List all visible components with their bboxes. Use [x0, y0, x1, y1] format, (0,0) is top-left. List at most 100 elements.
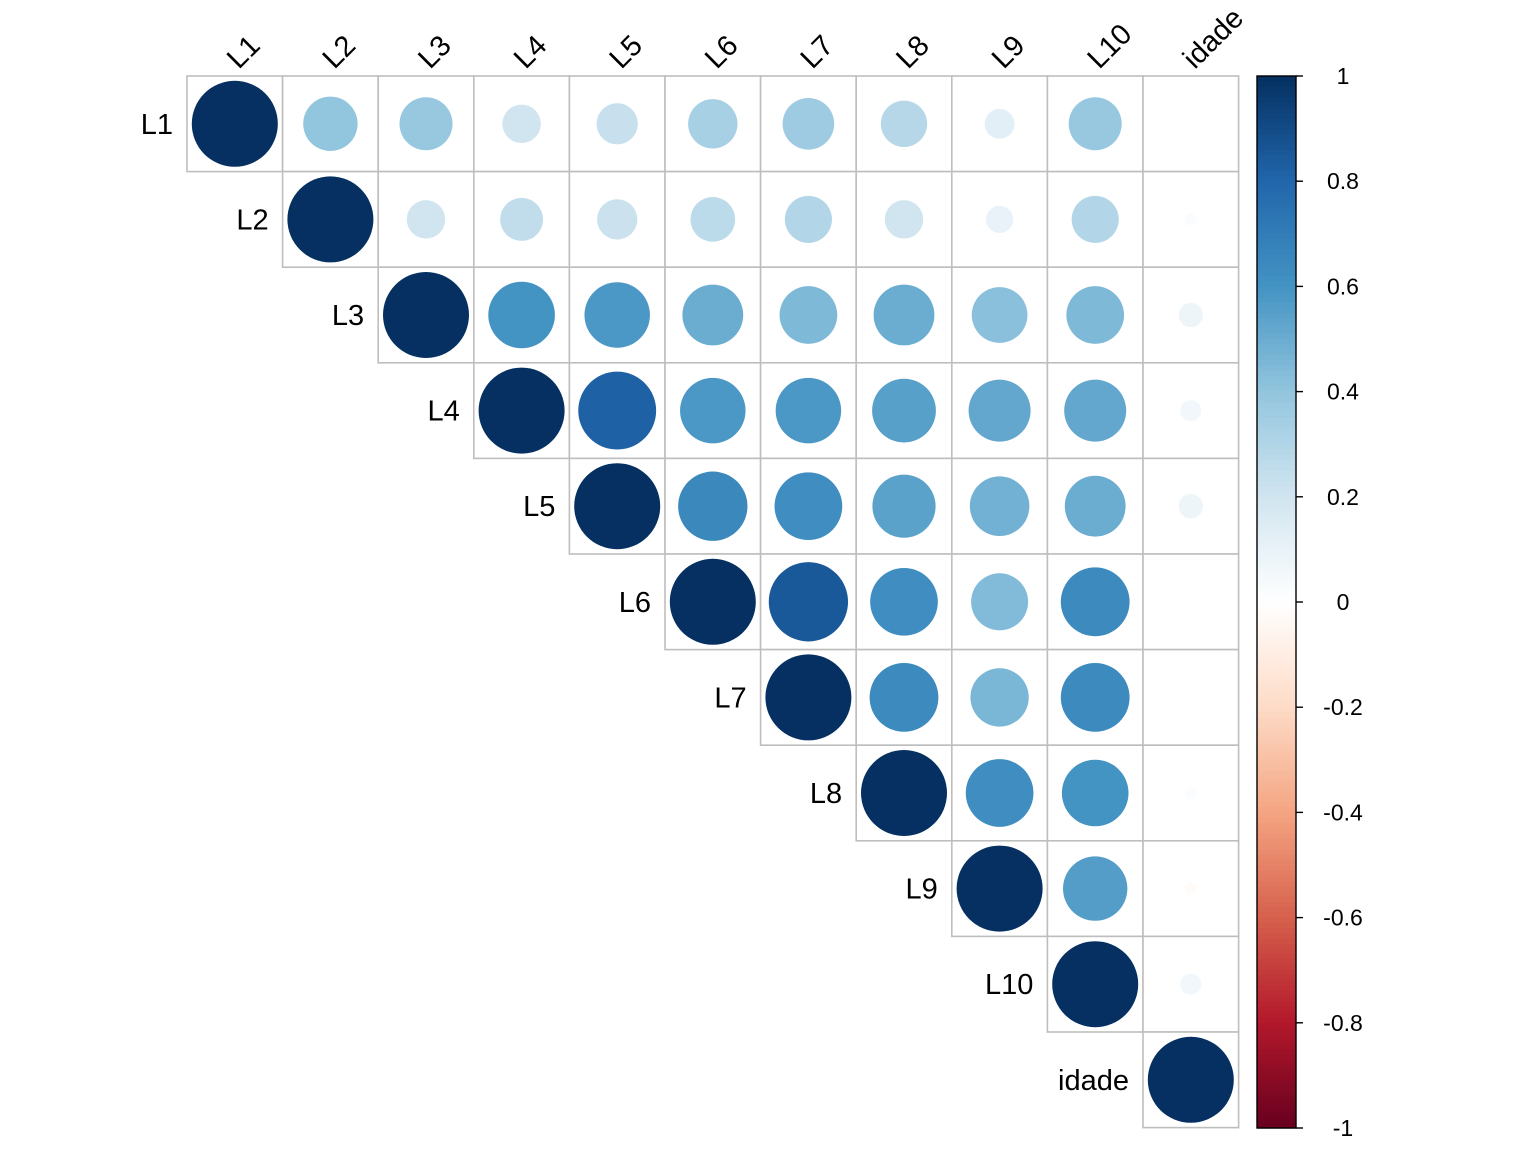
circle-L1-L3: [399, 97, 453, 151]
colorbar-segment: [1257, 996, 1296, 1003]
circle-L9-L9: [956, 845, 1043, 932]
circle-L5-L6: [678, 471, 748, 541]
colorbar-segment: [1257, 81, 1296, 88]
colorbar-segment: [1257, 1054, 1296, 1061]
circle-L3-L8: [873, 284, 935, 346]
colorbar-segment: [1257, 628, 1296, 635]
colorbar-tick-label: -0.6: [1323, 905, 1363, 931]
colorbar-segment: [1257, 722, 1296, 729]
colorbar-segment: [1257, 828, 1296, 835]
circle-L3-L5: [584, 282, 650, 348]
circle-L2-L2: [287, 176, 374, 263]
circle-L7-L9: [970, 668, 1029, 727]
colorbar-segment: [1257, 949, 1296, 956]
cell-L2-L4: [472, 170, 571, 269]
circle-L8-L8: [861, 750, 947, 836]
colorbar-segment: [1257, 964, 1296, 971]
column-labels: L1 L2 L3 L4 L5 L6 L7 L8 L9 L10 idade: [221, 2, 1250, 75]
column-label-L1: L1: [221, 30, 266, 75]
circle-L5-idade: [1178, 494, 1203, 519]
colorbar-segment: [1257, 260, 1296, 266]
colorbar-segment: [1257, 991, 1296, 998]
colorbar-segment: [1257, 1043, 1296, 1050]
column-label-L8: L8: [890, 30, 935, 75]
circle-L1-L5: [596, 103, 638, 145]
colorbar-segment: [1257, 202, 1296, 209]
circle-L2-idade: [1184, 213, 1197, 226]
colorbar-segment: [1257, 754, 1296, 761]
row-label-L9: L9: [906, 874, 938, 906]
circle-L4-L6: [680, 377, 746, 444]
colorbar-segment: [1257, 938, 1296, 945]
colorbar-segment: [1257, 97, 1296, 103]
circle-L7-L8: [869, 663, 939, 732]
circle-layer: [191, 80, 1234, 1123]
colorbar-segment: [1257, 633, 1296, 640]
circle-L2-L5: [597, 199, 638, 240]
colorbar-segment: [1257, 796, 1296, 803]
colorbar-segment: [1257, 912, 1296, 919]
colorbar-segment: [1257, 691, 1296, 698]
cell-L7-idade: [1142, 648, 1240, 746]
circle-L3-L3: [383, 272, 469, 358]
circle-idade-idade: [1147, 1036, 1234, 1123]
colorbar-segment: [1257, 1091, 1296, 1098]
colorbar-segment: [1257, 533, 1296, 540]
colorbar-segment: [1257, 1096, 1296, 1103]
colorbar-segment: [1257, 118, 1296, 124]
colorbar-segment: [1257, 354, 1296, 361]
colorbar-segment: [1257, 328, 1296, 335]
circle-L5-L9: [969, 476, 1030, 536]
circle-L3-L6: [682, 284, 744, 346]
colorbar-segment: [1257, 680, 1296, 687]
colorbar-segment: [1257, 296, 1296, 303]
colorbar-segment: [1257, 207, 1296, 214]
colorbar-segment: [1257, 470, 1296, 477]
colorbar: 1 0.8 0.6 0.4 0.2 0 -0.2 -0.4 -0.6 -0.8 -1: [1256, 63, 1363, 1141]
colorbar-segment: [1257, 291, 1296, 298]
circle-L3-L4: [488, 281, 555, 349]
colorbar-segment: [1257, 1064, 1296, 1071]
colorbar-segment: [1257, 638, 1296, 645]
colorbar-segment: [1257, 454, 1296, 461]
colorbar-segment: [1257, 459, 1296, 466]
colorbar-segment: [1257, 728, 1296, 735]
colorbar-segment: [1257, 933, 1296, 940]
colorbar-segment: [1257, 528, 1296, 535]
colorbar-segment: [1257, 181, 1296, 188]
colorbar-segment: [1257, 559, 1296, 566]
colorbar-segment: [1257, 649, 1296, 656]
colorbar-segment: [1257, 1028, 1296, 1034]
circle-L5-L7: [774, 472, 843, 541]
colorbar-segment: [1257, 312, 1296, 319]
colorbar-segment: [1257, 985, 1296, 992]
circle-L2-L4: [500, 197, 544, 241]
colorbar-segment: [1257, 1033, 1296, 1040]
cell-L1-idade: [1142, 75, 1240, 173]
colorbar-segment: [1257, 228, 1296, 235]
colorbar-segment: [1257, 707, 1296, 714]
circle-L2-L10: [1071, 195, 1119, 243]
colorbar-segment: [1257, 907, 1296, 913]
colorbar-segment: [1257, 738, 1296, 745]
circle-L10-L10: [1052, 941, 1139, 1028]
circle-L1-L2: [303, 96, 358, 151]
circle-L1-L9: [984, 108, 1015, 139]
circle-L6-L8: [870, 567, 938, 636]
circle-L1-L1: [191, 80, 278, 167]
colorbar-segment: [1257, 175, 1296, 182]
colorbar-segment: [1257, 433, 1296, 440]
colorbar-segment: [1257, 370, 1296, 377]
colorbar-segment: [1257, 160, 1296, 167]
colorbar-segment: [1257, 928, 1296, 934]
colorbar-segment: [1257, 212, 1296, 219]
colorbar-segment: [1257, 128, 1296, 135]
colorbar-segment: [1257, 76, 1296, 82]
colorbar-segment: [1257, 112, 1296, 119]
circle-L2-L7: [784, 195, 832, 243]
column-label-L10: L10: [1082, 18, 1139, 75]
colorbar-segment: [1257, 654, 1296, 661]
colorbar-segment: [1257, 502, 1296, 508]
colorbar-segment: [1257, 375, 1296, 382]
colorbar-segment: [1257, 975, 1296, 982]
